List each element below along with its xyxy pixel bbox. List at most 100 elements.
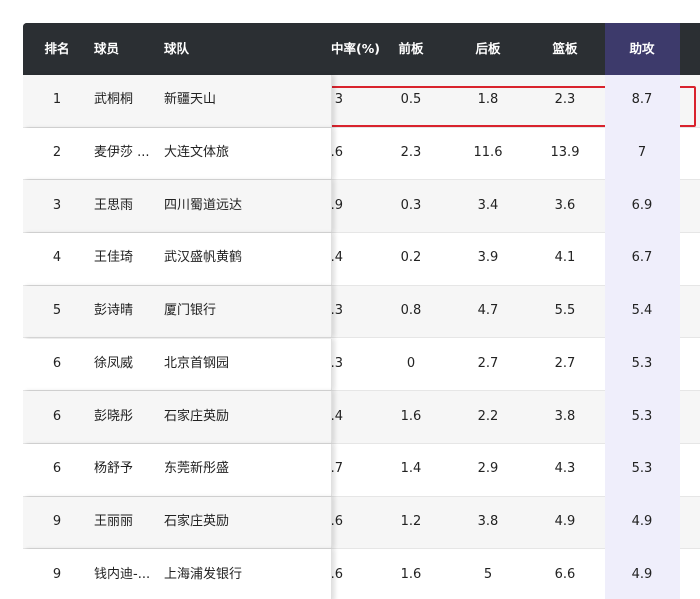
sticky-columns: 9 王丽丽 石家庄英励 (23, 496, 332, 549)
table-cell: .6 (330, 566, 343, 582)
table-cell: 2.3 (400, 145, 422, 161)
table-cell: 1.4 (400, 461, 422, 477)
table-cell: 9 (52, 513, 62, 529)
table-cell: 5.5 (554, 303, 576, 319)
table-cell: .3 (330, 355, 343, 371)
table-cell: 杨舒予 (94, 461, 134, 477)
table-cell: 9 (52, 566, 62, 582)
table-cell: 11.6 (473, 145, 503, 161)
table-row: 6 彭晓彤 石家庄英励 .4 1.6 2.2 3.8 5.3 (23, 391, 700, 444)
table-cell: 4.1 (554, 250, 576, 266)
header-cell: 助攻 (629, 41, 655, 56)
header-cell: 球队 (164, 41, 190, 56)
table-cell: 8.7 (631, 92, 653, 108)
table-cell: .7 (330, 461, 343, 477)
highlight-column (605, 23, 680, 599)
table-cell: 1.6 (400, 408, 422, 424)
table-cell: 2.7 (477, 355, 499, 371)
header-cell: 后板 (475, 41, 501, 56)
table-cell: 6.9 (631, 197, 653, 213)
table-cell: 6.6 (554, 566, 576, 582)
table-cell: 4.9 (631, 566, 653, 582)
table-cell: 0 (406, 355, 416, 371)
table-cell: 武桐桐 (94, 92, 134, 108)
sticky-columns: 4 王佳琦 武汉盛帆黄鹤 (23, 233, 332, 285)
table-cell: 麦伊莎 ... (94, 145, 150, 161)
table-cell: 6 (52, 408, 62, 424)
table-cell: 0.5 (400, 92, 422, 108)
table-cell: 1.2 (400, 513, 422, 529)
table-cell: 13.9 (550, 145, 580, 161)
table-row: 6 杨舒予 东莞新彤盛 .7 1.4 2.9 4.3 5.3 (23, 443, 700, 497)
table-cell: .3 (330, 303, 343, 319)
table-cell: 4 (52, 250, 62, 266)
table-cell: 3.9 (477, 250, 499, 266)
sticky-columns: 2 麦伊莎 ... 大连文体旅 (23, 127, 332, 180)
table-row: 1 武桐桐 新疆天山 3 0.5 1.8 2.3 8.7 (23, 75, 700, 128)
sticky-header-shadow (23, 23, 331, 75)
table-cell: 王丽丽 (94, 513, 134, 529)
table-cell: 厦门银行 (164, 303, 217, 319)
table-cell: 上海浦发银行 (164, 566, 243, 582)
table-cell: 彭诗晴 (94, 303, 134, 319)
table-cell: 3.8 (477, 513, 499, 529)
header-cell: 篮板 (552, 41, 578, 56)
table-cell: 石家庄英励 (164, 408, 230, 424)
sticky-columns: 6 徐凤威 北京首钢园 (23, 338, 332, 391)
table-cell: 大连文体旅 (164, 145, 230, 161)
header-cell: 前板 (398, 41, 424, 56)
table-cell: 6.7 (631, 250, 653, 266)
table-cell: 3.4 (477, 197, 499, 213)
table-cell: 5.3 (631, 355, 653, 371)
table-cell: 0.2 (400, 250, 422, 266)
table-cell: 2.2 (477, 408, 499, 424)
table-cell: 2.9 (477, 461, 499, 477)
table-cell: 徐凤威 (94, 355, 134, 371)
header-cell: 排名 (44, 41, 70, 56)
table-cell: 王佳琦 (94, 250, 134, 266)
table-row: 2 麦伊莎 ... 大连文体旅 .6 2.3 11.6 13.9 7 (23, 127, 700, 181)
table-cell: .9 (330, 197, 343, 213)
table-cell: 4.3 (554, 461, 576, 477)
table-cell: 2 (52, 145, 62, 161)
header-cell: 球员 (94, 41, 120, 56)
table-cell: 5.4 (631, 303, 653, 319)
table-cell: 王思雨 (94, 197, 134, 213)
table-cell: 3 (334, 92, 343, 108)
sticky-columns: 6 杨舒予 东莞新彤盛 (23, 443, 332, 496)
table-row: 5 彭诗晴 厦门银行 .3 0.8 4.7 5.5 5.4 (23, 285, 700, 339)
table-cell: 5.3 (631, 408, 653, 424)
table-cell: 石家庄英励 (164, 513, 230, 529)
table-cell: 东莞新彤盛 (164, 461, 230, 477)
table-cell: 4.9 (554, 513, 576, 529)
table-cell: 武汉盛帆黄鹤 (164, 250, 243, 266)
table-cell: 6 (52, 461, 62, 477)
table-cell: 2.7 (554, 355, 576, 371)
table-cell: 北京首钢园 (164, 355, 230, 371)
table-cell: 0.3 (400, 197, 422, 213)
table-cell: 5 (52, 303, 62, 319)
table-cell: .6 (330, 145, 343, 161)
table-header: 排名 球员 球队 中率(%) 前板 后板 篮板 助攻 (23, 23, 700, 75)
stats-table: 排名 球员 球队 中率(%) 前板 后板 篮板 助攻 1 武桐桐 新疆天山 3 0.5 1.8 2.3 8.… (23, 23, 700, 599)
table-row: 4 王佳琦 武汉盛帆黄鹤 .4 0.2 3.9 4.1 6.7 (23, 233, 700, 286)
table-cell: 0.8 (400, 303, 422, 319)
highlight-header (605, 23, 680, 75)
table-cell: 2.3 (554, 92, 576, 108)
sticky-columns: 5 彭诗晴 厦门银行 (23, 285, 332, 338)
table-row: 3 王思雨 四川蜀道远达 .9 0.3 3.4 3.6 6.9 (23, 180, 700, 234)
table-cell: 3.8 (554, 408, 576, 424)
sticky-columns: 3 王思雨 四川蜀道远达 (23, 180, 332, 233)
sticky-columns: 1 武桐桐 新疆天山 (23, 75, 332, 127)
table-cell: .4 (330, 408, 343, 424)
table-cell: 四川蜀道远达 (164, 197, 243, 213)
table-cell: 4.7 (477, 303, 499, 319)
table-cell: 4.9 (631, 513, 653, 529)
table-cell: 7 (637, 145, 647, 161)
table-cell: .4 (330, 250, 343, 266)
table-cell: 3 (52, 197, 62, 213)
table-cell: 新疆天山 (164, 92, 217, 108)
table-row: 9 钱内迪-... 上海浦发银行 .6 1.6 5 6.6 4.9 (23, 549, 700, 599)
header-cell: 中率(%) (331, 41, 380, 56)
